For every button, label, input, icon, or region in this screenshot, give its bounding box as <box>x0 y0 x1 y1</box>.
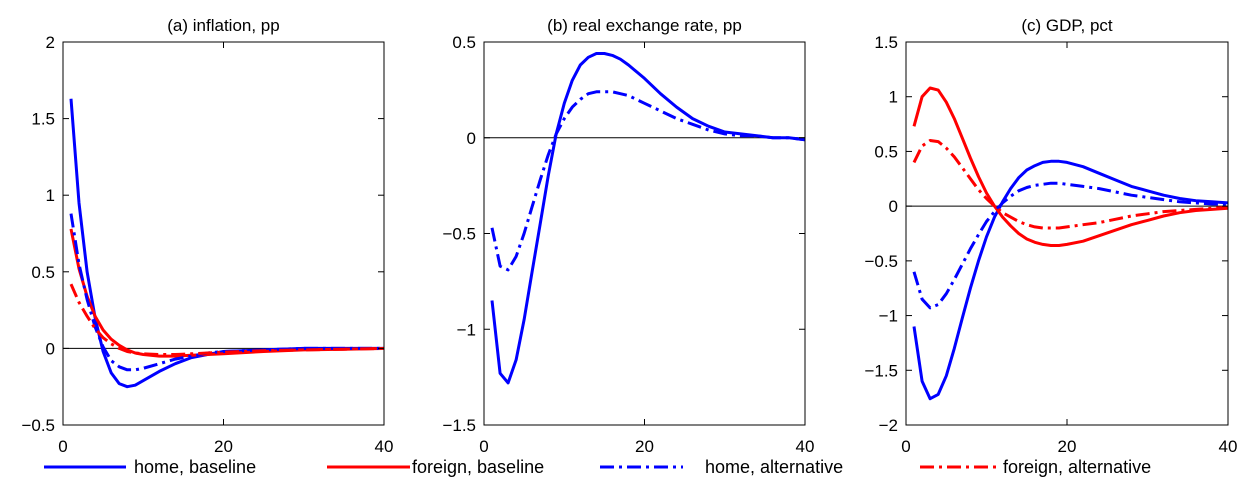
series-line-home-alternative <box>490 90 805 272</box>
y-tick-label: −1 <box>457 320 476 339</box>
y-tick-label: 2 <box>46 33 55 52</box>
axes-box <box>483 41 806 426</box>
series-line-home-baseline <box>490 52 805 385</box>
x-tick-label: 0 <box>58 437 67 456</box>
y-tick-label: 0 <box>46 339 55 358</box>
axes-box <box>905 41 1229 426</box>
x-tick-label: 20 <box>635 437 654 456</box>
y-tick-label: −0.5 <box>21 416 55 435</box>
y-tick-label: −0.5 <box>442 225 476 244</box>
y-tick-label: 0 <box>467 129 476 148</box>
series-line-foreign-baseline <box>912 86 1228 247</box>
y-tick-label: 1 <box>889 88 898 107</box>
y-tick-label: −1 <box>879 307 898 326</box>
legend-label: home, baseline <box>134 457 256 477</box>
y-tick-label: 0 <box>889 197 898 216</box>
legend-label: foreign, alternative <box>1003 457 1151 477</box>
y-tick-label: −1.5 <box>442 416 476 435</box>
series-line-foreign-alternative <box>69 283 384 356</box>
series-line-foreign-alternative <box>912 139 1228 230</box>
x-tick-label: 20 <box>214 437 233 456</box>
x-tick-label: 40 <box>796 437 815 456</box>
series-line-home-alternative <box>69 213 384 372</box>
y-tick-label: 1.5 <box>874 33 898 52</box>
x-tick-label: 0 <box>479 437 488 456</box>
x-tick-label: 0 <box>901 437 910 456</box>
series-line-home-alternative <box>912 181 1228 310</box>
panel-title: (c) GDP, pct <box>1021 16 1113 35</box>
y-tick-label: 0.5 <box>874 142 898 161</box>
x-tick-label: 40 <box>375 437 394 456</box>
legend-item: foreign, baseline <box>327 457 544 477</box>
y-tick-label: 1.5 <box>31 110 55 129</box>
y-tick-label: −2 <box>879 416 898 435</box>
panel-title: (a) inflation, pp <box>167 16 279 35</box>
legend-label: foreign, baseline <box>412 457 544 477</box>
y-tick-label: −1.5 <box>864 361 898 380</box>
panel-b: (b) real exchange rate, pp −1.5 −1 −0.5 0 0.5… <box>442 16 814 456</box>
legend-item: home, baseline <box>44 457 256 477</box>
series-line-foreign-baseline <box>69 228 384 358</box>
legend-label: home, alternative <box>705 457 843 477</box>
axes-box <box>62 41 385 426</box>
series-line-home-baseline <box>912 159 1228 401</box>
legend-item: home, alternative <box>600 457 843 477</box>
panel-title: (b) real exchange rate, pp <box>547 16 742 35</box>
y-tick-label: 0.5 <box>31 263 55 282</box>
panel-a: (a) inflation, pp−0.500.511.520 20 40 <box>21 16 393 456</box>
y-tick-label: 1 <box>46 186 55 205</box>
y-tick-label: −0.5 <box>864 252 898 271</box>
x-tick-label: 20 <box>1058 437 1077 456</box>
legend-item: foreign, alternative <box>920 457 1151 477</box>
y-tick-label: 0.5 <box>452 33 476 52</box>
panel-c: (c) GDP, pct −2 −1.5 −1 −0.5 0 0.5 1 1.5 0 20 40 <box>864 16 1237 456</box>
legend: home, baseline foreign, baseline home, alt… <box>44 457 1151 477</box>
x-tick-label: 40 <box>1219 437 1238 456</box>
